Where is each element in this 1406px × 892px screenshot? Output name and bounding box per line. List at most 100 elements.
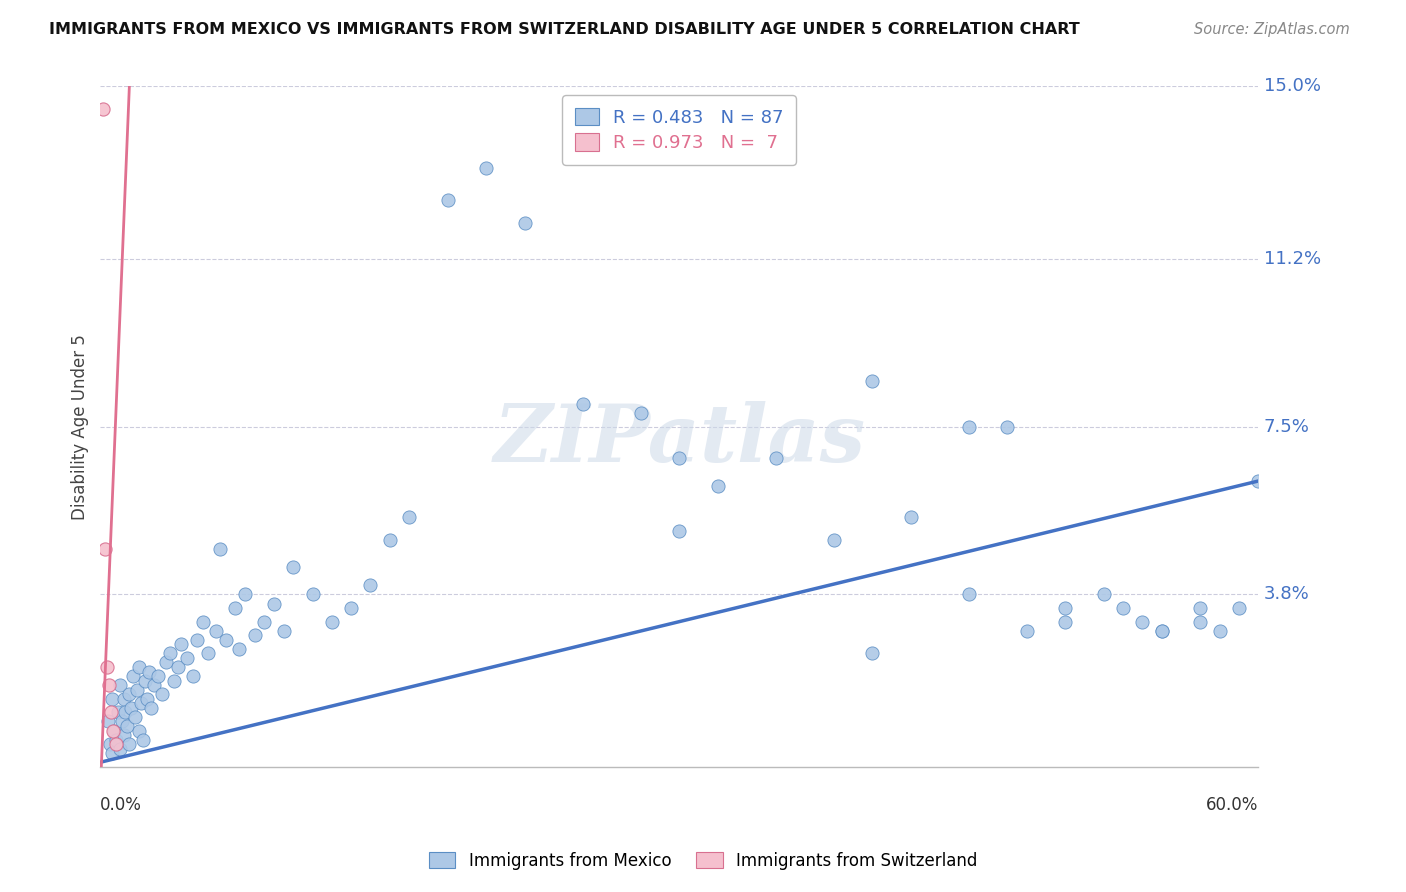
Point [97, 714, 120, 729]
Point [860, 647, 883, 661]
Point [263, 597, 285, 611]
Point [253, 615, 276, 629]
Text: Source: ZipAtlas.com: Source: ZipAtlas.com [1194, 22, 1350, 37]
Point [114, 706, 136, 720]
Point [120, 701, 142, 715]
Point [273, 624, 295, 638]
Point [668, 451, 690, 466]
Point [398, 510, 420, 524]
Point [707, 478, 730, 492]
Point [108, 741, 131, 756]
Point [104, 732, 127, 747]
Text: 0.0%: 0.0% [100, 797, 142, 814]
Point [122, 669, 145, 683]
Text: 11.2%: 11.2% [1264, 250, 1322, 268]
Point [148, 669, 170, 683]
Point [340, 601, 363, 615]
Point [132, 732, 155, 747]
Point [186, 632, 208, 647]
Legend: R = 0.483   N = 87, R = 0.973   N =  7: R = 0.483 N = 87, R = 0.973 N = 7 [562, 95, 796, 165]
Point [228, 641, 250, 656]
Point [1227, 601, 1250, 615]
Point [630, 406, 652, 420]
Point [208, 542, 231, 557]
Point [571, 397, 593, 411]
Point [150, 687, 173, 701]
Point [101, 746, 124, 760]
Point [91, 102, 114, 116]
Point [100, 706, 122, 720]
Point [1150, 624, 1173, 638]
Text: 60.0%: 60.0% [1206, 797, 1258, 814]
Point [107, 706, 129, 720]
Point [98, 737, 121, 751]
Point [513, 215, 536, 229]
Text: ZIPatlas: ZIPatlas [494, 401, 865, 479]
Point [243, 628, 266, 642]
Point [1054, 615, 1077, 629]
Point [135, 691, 157, 706]
Point [957, 419, 980, 434]
Point [176, 651, 198, 665]
Point [283, 560, 305, 574]
Point [98, 678, 121, 692]
Point [475, 161, 498, 175]
Point [900, 510, 922, 524]
Point [1150, 624, 1173, 638]
Point [1054, 601, 1077, 615]
Legend: Immigrants from Mexico, Immigrants from Switzerland: Immigrants from Mexico, Immigrants from … [422, 846, 984, 877]
Point [104, 737, 127, 751]
Point [1112, 601, 1135, 615]
Point [94, 542, 117, 557]
Point [138, 665, 160, 679]
Point [995, 419, 1018, 434]
Point [159, 647, 181, 661]
Point [96, 660, 118, 674]
Text: 3.8%: 3.8% [1264, 585, 1309, 604]
Point [163, 673, 186, 688]
Point [128, 660, 150, 674]
Point [1015, 624, 1038, 638]
Point [117, 719, 139, 733]
Point [1189, 601, 1212, 615]
Point [112, 691, 135, 706]
Point [101, 691, 124, 706]
Point [378, 533, 401, 547]
Point [321, 615, 343, 629]
Point [108, 678, 131, 692]
Point [1130, 615, 1153, 629]
Point [112, 728, 135, 742]
Point [118, 737, 141, 751]
Point [360, 578, 382, 592]
Point [166, 660, 188, 674]
Point [823, 533, 845, 547]
Point [155, 656, 177, 670]
Point [1092, 587, 1115, 601]
Point [143, 678, 166, 692]
Point [1247, 474, 1270, 488]
Text: 15.0%: 15.0% [1264, 78, 1320, 95]
Point [668, 524, 690, 538]
Point [139, 701, 162, 715]
Point [301, 587, 323, 601]
Point [181, 669, 204, 683]
Point [129, 696, 152, 710]
Point [197, 647, 219, 661]
Point [101, 723, 124, 738]
Point [205, 624, 228, 638]
Point [224, 601, 246, 615]
Point [118, 687, 141, 701]
Text: 7.5%: 7.5% [1264, 417, 1310, 435]
Point [765, 451, 787, 466]
Point [128, 723, 150, 738]
Point [957, 587, 980, 601]
Point [860, 374, 883, 388]
Point [103, 723, 125, 738]
Point [436, 193, 458, 207]
Point [1189, 615, 1212, 629]
Point [170, 637, 193, 651]
Point [191, 615, 214, 629]
Text: IMMIGRANTS FROM MEXICO VS IMMIGRANTS FROM SWITZERLAND DISABILITY AGE UNDER 5 COR: IMMIGRANTS FROM MEXICO VS IMMIGRANTS FRO… [49, 22, 1080, 37]
Point [215, 632, 238, 647]
Point [1208, 624, 1230, 638]
